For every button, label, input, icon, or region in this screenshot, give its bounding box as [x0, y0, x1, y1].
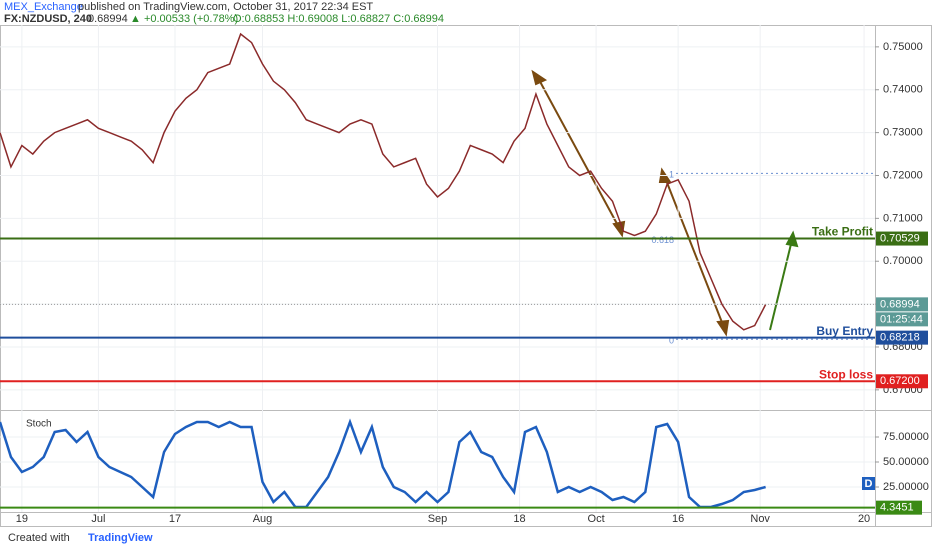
x-tick-label: Sep	[428, 513, 448, 525]
last: 0.68994	[88, 13, 128, 25]
x-tick-label: Jul	[91, 513, 105, 525]
last-price-text: 0.68994	[880, 298, 920, 310]
change: ▲ +0.00533 (+0.78%)	[130, 13, 238, 25]
fib-label: 1	[669, 170, 674, 180]
level-value-text: 0.67200	[880, 375, 920, 387]
publisher[interactable]: MEX_Exchange	[4, 1, 83, 13]
y-tick-label: 0.75000	[883, 41, 923, 53]
fib-label: 0	[669, 336, 674, 346]
level-value-text: 0.68218	[880, 332, 920, 344]
level-value-text: 0.70529	[880, 232, 920, 244]
x-tick-label: 17	[169, 513, 181, 525]
last-price-box	[876, 297, 928, 312]
level-value-box	[876, 231, 928, 246]
arrows	[531, 69, 730, 337]
stoch-level-box	[876, 500, 922, 515]
published: published on TradingView.com, October 31…	[78, 1, 373, 13]
x-tick-label: 16	[672, 513, 684, 525]
y-tick-label: 75.00000	[883, 431, 929, 443]
x-tick-label: Oct	[588, 513, 605, 525]
y-tick-label: 25.00000	[883, 481, 929, 493]
x-tick-label: Nov	[750, 513, 770, 525]
y-tick-label: 0.71000	[883, 212, 923, 224]
series-label-box	[862, 477, 875, 490]
countdown-text: 01:25:44	[880, 313, 923, 325]
x-tick-label: 18	[513, 513, 525, 525]
stoch-line	[0, 418, 766, 509]
level-value-box	[876, 374, 928, 389]
y-tick-label: 0.70000	[883, 255, 923, 267]
level-value-box	[876, 330, 928, 345]
fib-label: 0.618	[651, 235, 674, 245]
level-name: Buy Entry	[816, 324, 873, 338]
series-label: D	[865, 478, 873, 490]
level-name: Take Profit	[812, 225, 873, 239]
level-name: Stop loss	[819, 367, 873, 381]
x-tick-label: Aug	[253, 513, 273, 525]
ohlc: O:0.68853 H:0.69008 L:0.68827 C:0.68994	[233, 13, 444, 25]
stoch-title: Stoch	[26, 419, 52, 430]
symbol: FX:NZDUSD, 240	[4, 13, 92, 25]
footer-created: Created with	[8, 532, 70, 544]
y-tick-label: 0.73000	[883, 127, 923, 139]
countdown-box	[876, 312, 928, 327]
y-tick-label: 50.00000	[883, 456, 929, 468]
footer-brand[interactable]: TradingView	[88, 532, 153, 544]
x-tick-label: 20	[858, 513, 870, 525]
x-tick-label: 19	[16, 513, 28, 525]
price-line	[0, 32, 767, 331]
stoch-level-text: 4.3451	[880, 502, 914, 514]
y-tick-label: 0.74000	[883, 84, 923, 96]
y-tick-label: 0.72000	[883, 169, 923, 181]
